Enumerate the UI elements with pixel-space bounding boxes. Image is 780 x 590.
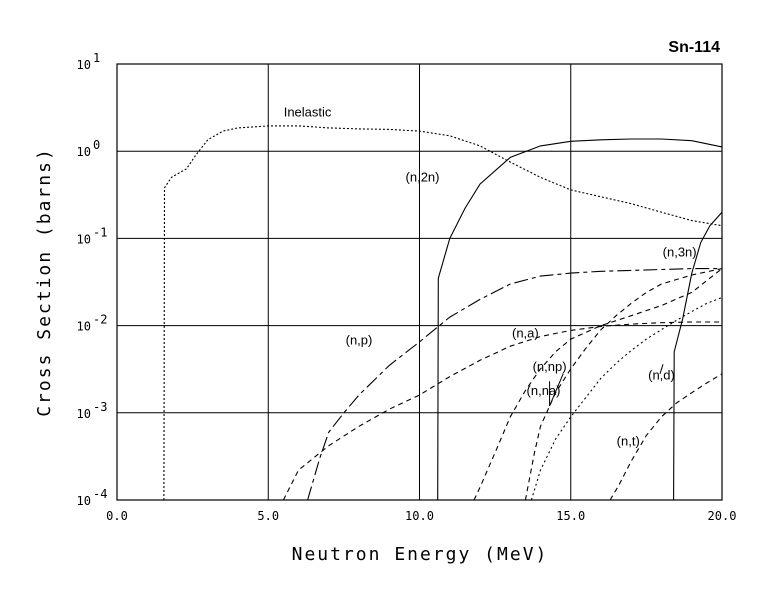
y-tick-label: 10 -1 xyxy=(77,225,108,246)
series-label: (n,2n) xyxy=(406,169,440,184)
x-tick-label: 10.0 xyxy=(405,509,434,523)
series-line xyxy=(473,268,723,501)
series-group xyxy=(163,125,723,501)
series-label: (n,na) xyxy=(527,383,561,398)
y-tick-label: 10 0 xyxy=(77,138,101,159)
chart-title: Sn-114 xyxy=(668,39,720,56)
series-line xyxy=(609,373,723,501)
y-tick-base: 10 xyxy=(77,494,91,508)
series-label: (n,a) xyxy=(512,326,539,341)
y-tick-label: 10 -4 xyxy=(77,487,108,508)
series-line xyxy=(163,125,723,501)
series-label: (n,np) xyxy=(533,359,567,374)
series-label: (n,3n) xyxy=(663,245,697,260)
y-tick-exponent: 0 xyxy=(93,138,100,152)
x-tick-label: 15.0 xyxy=(556,509,585,523)
y-tick-exponent: -1 xyxy=(93,225,107,239)
y-tick-exponent: -3 xyxy=(93,400,107,414)
series-labels: Inelastic (n,2n) (n,3n) (n,p) (n,a) (n,np) (n,… xyxy=(284,104,697,448)
y-tick-base: 10 xyxy=(77,58,91,72)
series-label: Inelastic xyxy=(284,104,332,119)
series-line xyxy=(437,138,723,501)
y-tick-base: 10 xyxy=(77,320,91,334)
y-tick-exponent: -4 xyxy=(93,487,107,501)
y-tick-label: 10 1 xyxy=(77,51,101,72)
pointer-line xyxy=(549,373,564,407)
x-tick-label: 0.0 xyxy=(106,509,128,523)
plot-frame xyxy=(116,63,723,501)
y-tick-label: 10 -2 xyxy=(77,313,108,334)
pointers-group xyxy=(549,364,664,407)
x-tick-label: 20.0 xyxy=(708,509,737,523)
grid xyxy=(117,64,722,500)
y-tick-base: 10 xyxy=(77,407,91,421)
y-tick-label: 10 -3 xyxy=(77,400,108,421)
y-tick-exponent: -2 xyxy=(93,313,107,327)
series-line xyxy=(530,296,723,501)
y-axis-title: Cross Section (barns) xyxy=(34,147,55,417)
series-line xyxy=(282,321,722,501)
y-tick-base: 10 xyxy=(77,145,91,159)
series-label: (n,d) xyxy=(648,368,675,383)
x-axis-title: Neutron Energy (MeV) xyxy=(292,544,549,565)
x-tick-labels: 0.0 5.0 10.0 15.0 20.0 xyxy=(106,509,736,523)
y-tick-exponent: 1 xyxy=(93,51,100,65)
pointer-line xyxy=(659,364,664,374)
y-tick-base: 10 xyxy=(77,232,91,246)
series-line xyxy=(307,268,722,501)
series-line xyxy=(524,268,723,501)
series-label: (n,p) xyxy=(346,332,373,347)
series-line xyxy=(673,211,723,501)
series-label: (n,t) xyxy=(617,434,640,449)
x-tick-label: 5.0 xyxy=(257,509,279,523)
